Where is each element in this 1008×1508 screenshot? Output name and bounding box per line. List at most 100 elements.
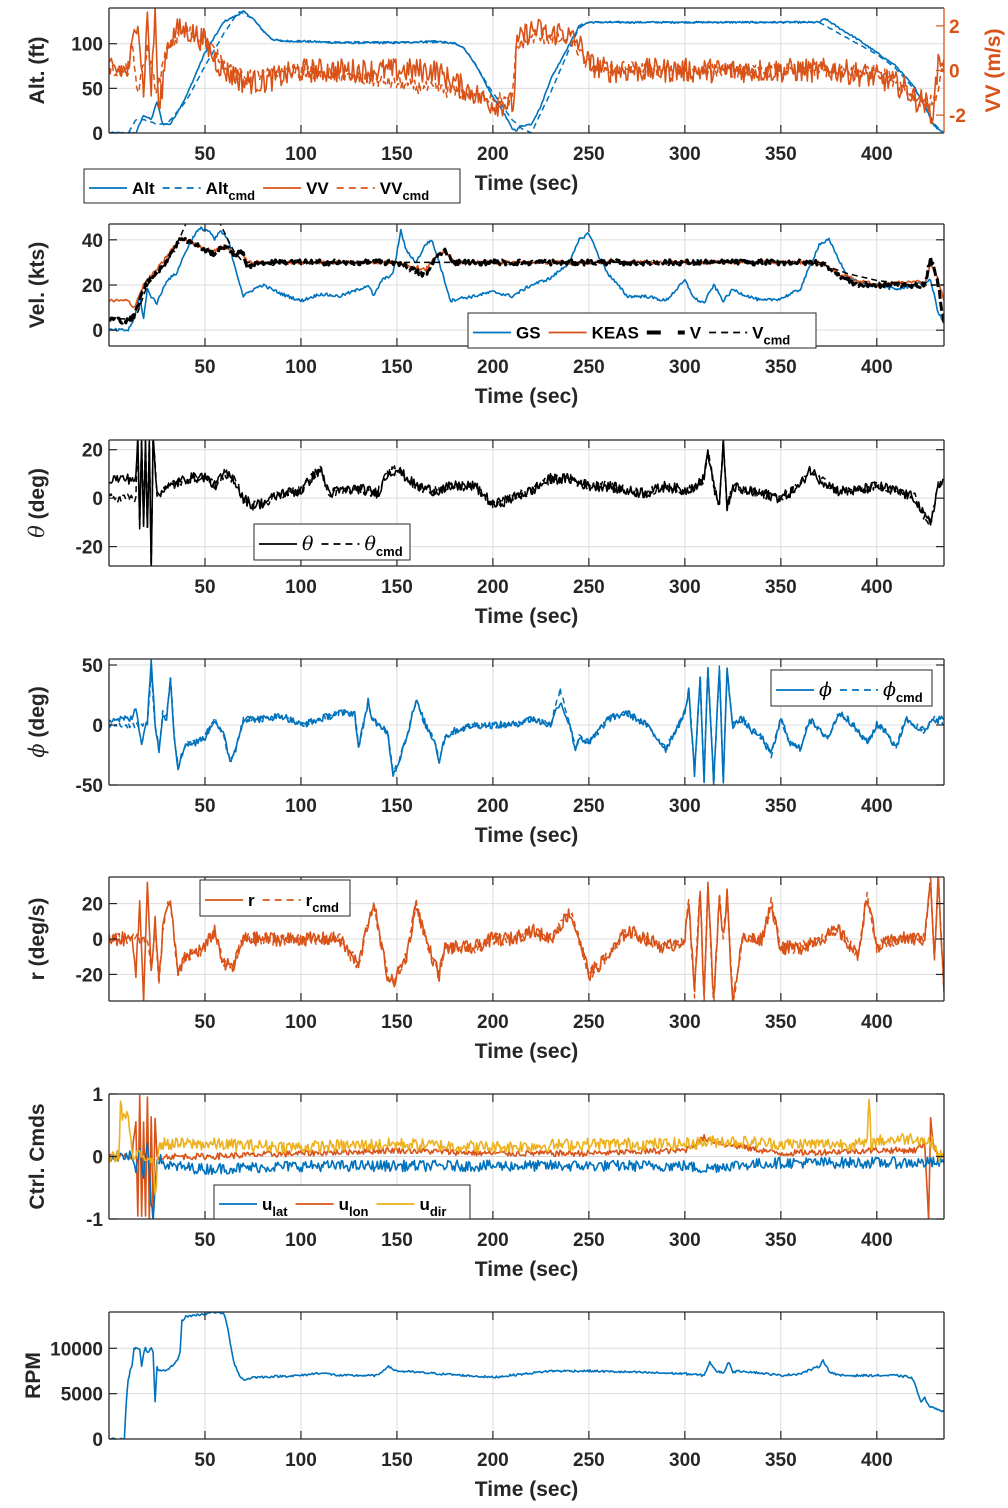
x-tick-label: 350 [765, 577, 797, 598]
x-tick-label: 300 [669, 1012, 701, 1033]
x-tick-label: 50 [194, 796, 215, 817]
y-tick-label: 20 [82, 276, 103, 297]
y-tick-label: 0 [92, 1430, 103, 1451]
series-thetacmd [109, 440, 944, 566]
panel-ctrl: 50 100 150 200 250 300 350 400 -1 0 1 Ctrl. Cmds Tim… [26, 1085, 945, 1281]
x-tick-label: 400 [861, 1012, 893, 1033]
axes: 50 100 150 200 250 300 350 400 -50 0 50 ϕ (deg) Time… [25, 656, 945, 847]
x-tick-label: 100 [285, 577, 317, 598]
legend-label: KEAS [592, 324, 639, 343]
x-tick-label: 250 [573, 1230, 605, 1251]
legend-box [253, 523, 411, 561]
x-tick-label: 400 [861, 144, 893, 165]
y-tick-label: 0 [92, 489, 103, 510]
x-axis-label: Time (sec) [475, 172, 579, 195]
y-tick-label: 100 [71, 35, 103, 56]
x-tick-label: 350 [765, 1012, 797, 1033]
series-v [109, 237, 944, 325]
y-tick-label: -20 [76, 965, 103, 986]
x-tick-label: 300 [669, 1450, 701, 1471]
y-tick-label: 0 [92, 930, 103, 951]
x-tick-label: 300 [669, 577, 701, 598]
x-axis-label: Time (sec) [475, 1258, 579, 1281]
x-tick-label: 200 [477, 357, 509, 378]
series-alt [109, 10, 944, 133]
legend-label: udir [419, 1195, 446, 1219]
y-tick-label: 20 [82, 895, 103, 916]
x-tick-label: 400 [861, 1230, 893, 1251]
x-tick-label: 300 [669, 357, 701, 378]
grid [109, 440, 944, 566]
series-udir [109, 1098, 944, 1196]
x-tick-label: 350 [765, 357, 797, 378]
panel-vel: 50 100 150 200 250 300 350 400 0 20 40 Vel. (kts) Ti… [26, 223, 945, 408]
grid [109, 1312, 944, 1440]
x-tick-label: 150 [381, 1230, 413, 1251]
legend: ϕ ϕcmd [770, 669, 933, 707]
y2-tick-label: -2 [949, 106, 966, 127]
x-tick-label: 250 [573, 357, 605, 378]
axes: 50 100 150 200 250 300 350 400 -1 0 1 Ctrl. Cmds Tim… [26, 1085, 945, 1281]
legend-label: Altcmd [206, 179, 255, 203]
y-tick-label: 10000 [50, 1339, 103, 1360]
legend: GS KEAS V Vcmd [467, 312, 817, 349]
y-tick-label: 0 [92, 124, 103, 145]
x-axis-label: Time (sec) [475, 1040, 579, 1063]
x-tick-label: 350 [765, 1450, 797, 1471]
series-phicmd [109, 664, 944, 785]
series-altcmd [109, 11, 944, 133]
series-ulon [109, 1094, 944, 1219]
x-tick-label: 200 [477, 144, 509, 165]
x-tick-label: 250 [573, 1450, 605, 1471]
legend-label: r [248, 891, 255, 910]
x-tick-label: 200 [477, 1012, 509, 1033]
x-tick-label: 250 [573, 796, 605, 817]
y-axis-label: Vel. (kts) [26, 242, 49, 328]
y-axis-label: θ (deg) [25, 468, 49, 538]
y-tick-label: -1 [86, 1210, 103, 1231]
series-group [109, 8, 944, 133]
y-tick-label: 40 [82, 231, 103, 252]
legend: Alt Altcmd VV VVcmd [83, 168, 461, 204]
series-group [109, 224, 944, 332]
x-tick-label: 200 [477, 1450, 509, 1471]
x-tick-label: 150 [381, 1450, 413, 1471]
series-group [109, 440, 944, 566]
x-tick-label: 100 [285, 796, 317, 817]
legend: ulat ulon udir [213, 1184, 471, 1220]
x-tick-label: 400 [861, 1450, 893, 1471]
x-tick-label: 150 [381, 144, 413, 165]
legend-label: V [690, 324, 702, 343]
x-tick-label: 300 [669, 796, 701, 817]
x-tick-label: 150 [381, 577, 413, 598]
y-tick-label: -50 [76, 776, 103, 797]
x-tick-label: 150 [381, 1012, 413, 1033]
legend-box [467, 312, 817, 349]
legend-label: ϕcmd [883, 679, 923, 705]
x-tick-label: 50 [194, 1230, 215, 1251]
legend-label: θ [302, 533, 314, 555]
x-tick-label: 50 [194, 577, 215, 598]
legend: r rcmd [199, 879, 351, 917]
y-tick-label: 50 [82, 79, 103, 100]
panel-alt: 50 100 150 200 250 300 350 400 0 50 100 -2 0 2 VV (m/s… [26, 7, 1005, 204]
legend-label: rcmd [306, 891, 339, 915]
y-tick-label: 50 [82, 656, 103, 677]
x-tick-label: 350 [765, 796, 797, 817]
x-tick-label: 100 [285, 1450, 317, 1471]
y-tick-label: 20 [82, 441, 103, 462]
series-vcmd [109, 224, 944, 320]
x-tick-label: 400 [861, 577, 893, 598]
x-tick-label: 350 [765, 1230, 797, 1251]
legend-label: GS [516, 324, 541, 343]
series-group [109, 659, 944, 785]
series-group [109, 877, 944, 1001]
x-tick-label: 200 [477, 796, 509, 817]
x-tick-label: 400 [861, 357, 893, 378]
series-rcmd [109, 877, 944, 1001]
y2-axis-label: VV (m/s) [982, 28, 1005, 112]
x-tick-label: 200 [477, 1230, 509, 1251]
series-vvcmd [109, 25, 944, 109]
